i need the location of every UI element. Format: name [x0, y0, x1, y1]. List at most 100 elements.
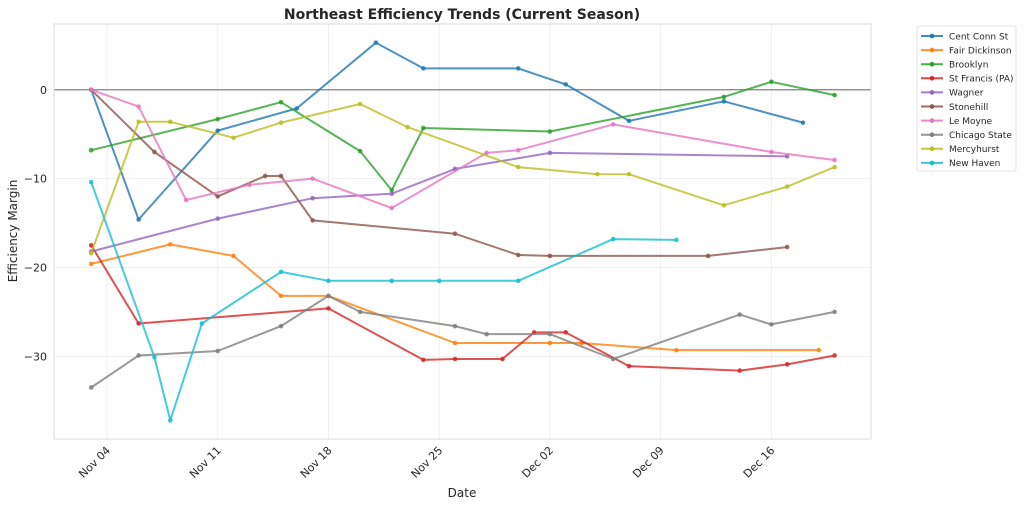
data-point: [152, 354, 157, 360]
data-point: [515, 66, 521, 71]
data-point: [199, 321, 205, 326]
data-point: [183, 197, 189, 203]
data-point: [674, 347, 679, 353]
y-axis-label: Efficiency Margin: [6, 180, 20, 283]
data-point: [832, 309, 837, 315]
data-point: [389, 187, 395, 193]
data-point: [231, 253, 236, 259]
data-point: [215, 348, 221, 354]
series-le-moyne: [88, 87, 837, 211]
legend-marker: [929, 76, 935, 81]
series-new-haven: [88, 179, 679, 423]
data-point: [484, 331, 489, 337]
data-point: [405, 124, 410, 130]
data-point: [421, 66, 426, 71]
data-point: [515, 278, 521, 284]
data-point: [88, 385, 94, 390]
data-point: [231, 135, 236, 141]
legend-marker: [929, 104, 935, 109]
legend: Cent Conn St Fair Dickinson Brooklyn St Fra…: [916, 25, 1017, 172]
data-point: [563, 330, 569, 335]
data-point: [769, 149, 774, 155]
data-point: [784, 154, 790, 159]
data-point: [136, 321, 141, 326]
data-point: [167, 418, 173, 423]
legend-label: Le Moyne: [949, 117, 993, 127]
legend-label: Fair Dickinson: [949, 46, 1012, 56]
legend-marker: [929, 132, 935, 137]
data-point: [215, 194, 221, 199]
data-point: [721, 202, 727, 208]
data-point: [832, 353, 837, 358]
legend-item: Fair Dickinson: [921, 46, 1012, 56]
series-fair-dickinson: [88, 242, 822, 353]
data-point: [626, 118, 632, 124]
legend-label: St Francis (PA): [949, 75, 1014, 85]
data-point: [357, 101, 363, 107]
legend-item: Le Moyne: [921, 117, 993, 127]
data-point: [769, 322, 774, 327]
data-point: [278, 120, 284, 125]
data-point: [515, 252, 521, 258]
legend-marker: [929, 47, 935, 53]
series-brooklyn: [88, 79, 837, 193]
legend-marker: [929, 118, 935, 123]
data-point: [88, 147, 94, 153]
data-point: [88, 87, 94, 93]
y-axis-ticks: 0 −10 −20 −30: [24, 84, 47, 364]
data-point: [167, 119, 173, 125]
legend-item: Chicago State: [921, 131, 1012, 141]
data-point: [278, 269, 284, 275]
series-chicago-state: [88, 293, 837, 390]
data-point: [721, 94, 727, 100]
legend-marker: [929, 146, 935, 152]
data-point: [547, 331, 553, 337]
data-point: [547, 253, 553, 259]
legend-item: Cent Conn St: [921, 32, 1009, 42]
data-point: [136, 104, 141, 109]
data-point: [421, 357, 426, 363]
series-line: [90, 243, 819, 352]
data-point: [563, 82, 569, 87]
data-point: [500, 356, 505, 362]
data-point: [610, 122, 616, 127]
data-point: [215, 128, 221, 133]
legend-label: Cent Conn St: [949, 32, 1009, 42]
data-point: [389, 191, 395, 197]
data-point: [136, 353, 141, 358]
y-tick-label: −30: [24, 350, 47, 363]
data-point: [278, 99, 284, 105]
data-point: [88, 179, 94, 185]
data-point: [484, 150, 489, 156]
data-point: [389, 205, 395, 211]
data-point: [784, 184, 790, 189]
data-point: [452, 340, 458, 346]
data-point: [547, 129, 553, 134]
data-point: [816, 347, 822, 353]
data-point: [389, 278, 395, 284]
series-line: [90, 80, 835, 192]
data-point: [294, 106, 300, 111]
y-tick-label: −20: [24, 261, 47, 274]
data-point: [832, 157, 837, 163]
data-point: [278, 293, 284, 299]
data-point: [278, 323, 284, 329]
data-point: [310, 176, 315, 181]
series-line: [90, 244, 835, 372]
data-point: [515, 147, 521, 153]
y-tick-label: 0: [40, 84, 47, 97]
data-point: [610, 236, 616, 242]
legend-item: Brooklyn: [921, 61, 988, 71]
data-point: [800, 120, 806, 125]
data-point: [547, 340, 553, 346]
data-point: [88, 242, 94, 248]
data-point: [737, 368, 743, 373]
legend-label: Mercyhurst: [949, 145, 1000, 155]
data-point: [452, 323, 458, 329]
data-point: [832, 92, 837, 98]
data-point: [784, 362, 790, 367]
data-point: [784, 244, 790, 250]
data-point: [310, 195, 315, 201]
data-point: [737, 312, 743, 317]
